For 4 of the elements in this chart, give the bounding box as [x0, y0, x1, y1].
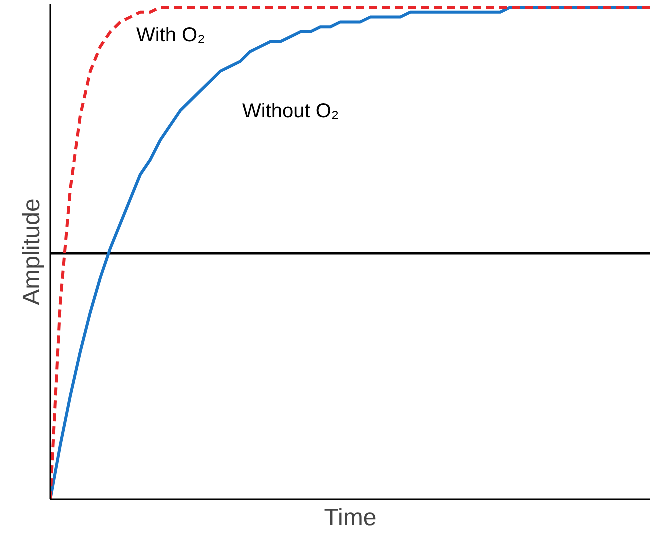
x-axis-title: Time	[324, 504, 377, 532]
series-label: Without O₂	[242, 100, 340, 122]
series-label: With O₂	[136, 24, 206, 46]
y-axis-title: Amplitude	[18, 198, 46, 306]
